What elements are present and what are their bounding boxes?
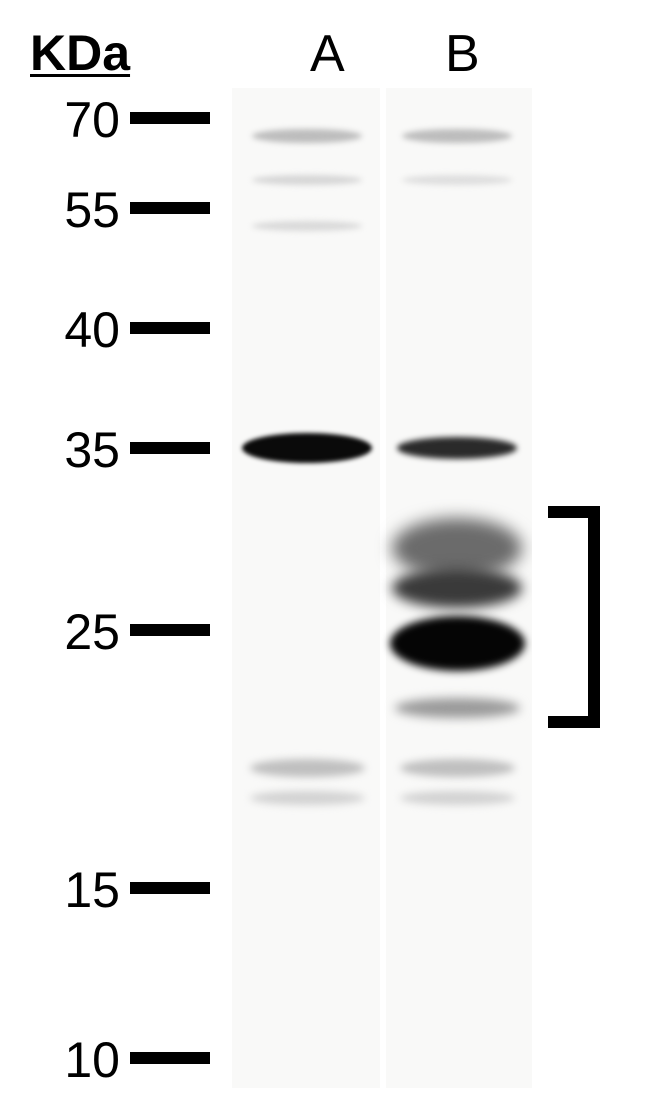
blot-band — [400, 791, 515, 805]
blot-band — [400, 759, 515, 777]
target-bracket — [548, 506, 600, 728]
blot-band — [252, 175, 362, 185]
blot-band — [395, 698, 520, 718]
mw-label: 40 — [64, 301, 120, 359]
axis-title-kda: KDa — [30, 24, 130, 82]
bracket-arm-bottom — [548, 716, 600, 728]
mw-tick — [130, 442, 210, 454]
bracket-vertical — [588, 506, 600, 728]
mw-label: 10 — [64, 1031, 120, 1089]
mw-tick — [130, 112, 210, 124]
mw-tick — [130, 882, 210, 894]
blot-band — [252, 129, 362, 143]
mw-label: 15 — [64, 861, 120, 919]
mw-tick — [130, 624, 210, 636]
blot-band — [250, 791, 365, 805]
mw-label: 25 — [64, 603, 120, 661]
blot-band — [250, 759, 365, 777]
blot-band — [242, 433, 372, 463]
blot-band — [397, 437, 517, 459]
mw-label: 35 — [64, 421, 120, 479]
blot-band — [402, 175, 512, 185]
lane-label-b: B — [445, 24, 480, 84]
blot-band — [402, 129, 512, 143]
mw-label: 55 — [64, 181, 120, 239]
blot-band — [252, 221, 362, 231]
blot-membrane — [232, 88, 532, 1088]
western-blot-figure: KDa A B 70 55 40 35 25 15 10 — [0, 0, 650, 1116]
blot-band — [392, 568, 522, 608]
lane-divider — [380, 88, 386, 1088]
mw-tick — [130, 202, 210, 214]
blot-band — [390, 616, 525, 671]
mw-label: 70 — [64, 91, 120, 149]
lane-label-a: A — [310, 24, 345, 84]
bracket-arm-top — [548, 506, 600, 518]
mw-tick — [130, 322, 210, 334]
mw-tick — [130, 1052, 210, 1064]
